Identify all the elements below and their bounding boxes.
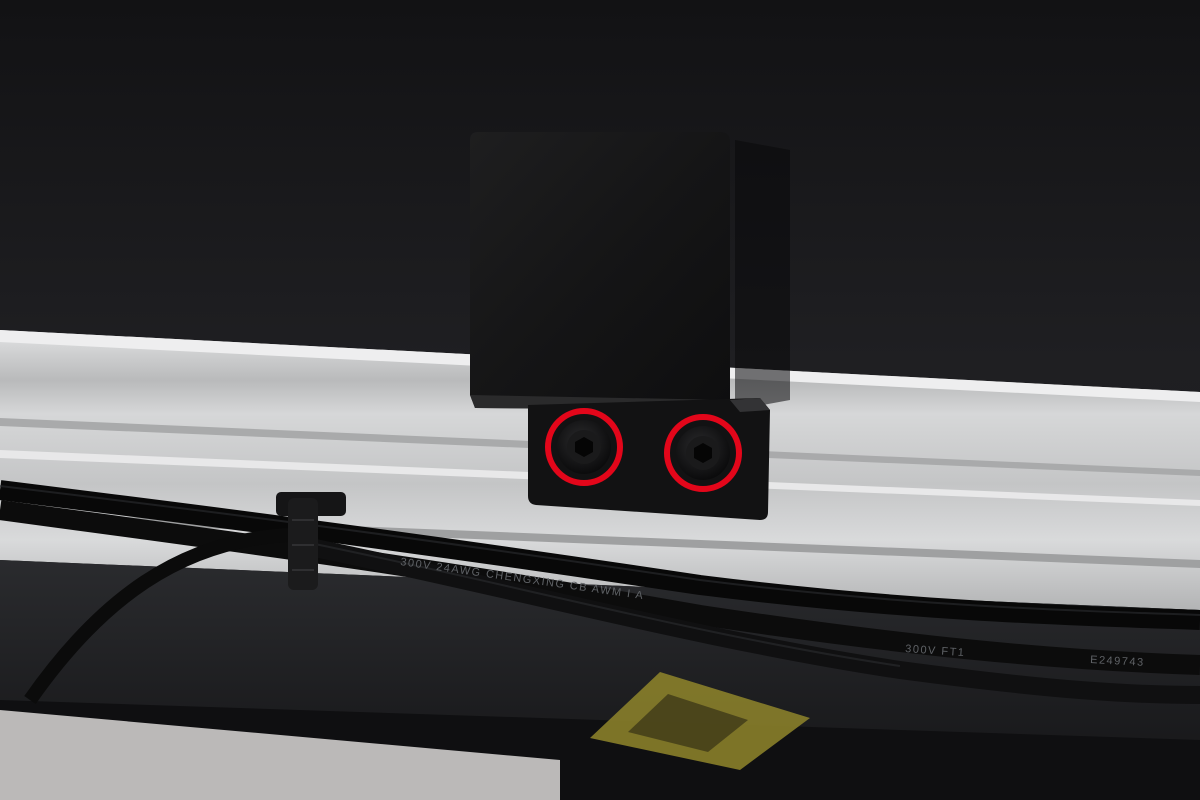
cable-print-2: 300V FT1: [905, 643, 966, 659]
cable-bundle: [0, 480, 1200, 705]
highlight-ring-right: [664, 414, 742, 492]
highlight-ring-left: [545, 408, 623, 486]
warning-label: [590, 672, 810, 770]
hex-screw-right: [676, 426, 730, 480]
lower-panel: [0, 560, 1200, 800]
zip-tie: [276, 492, 346, 590]
hex-screw-left: [557, 420, 611, 474]
cable-print-3: E249743: [1090, 654, 1145, 669]
